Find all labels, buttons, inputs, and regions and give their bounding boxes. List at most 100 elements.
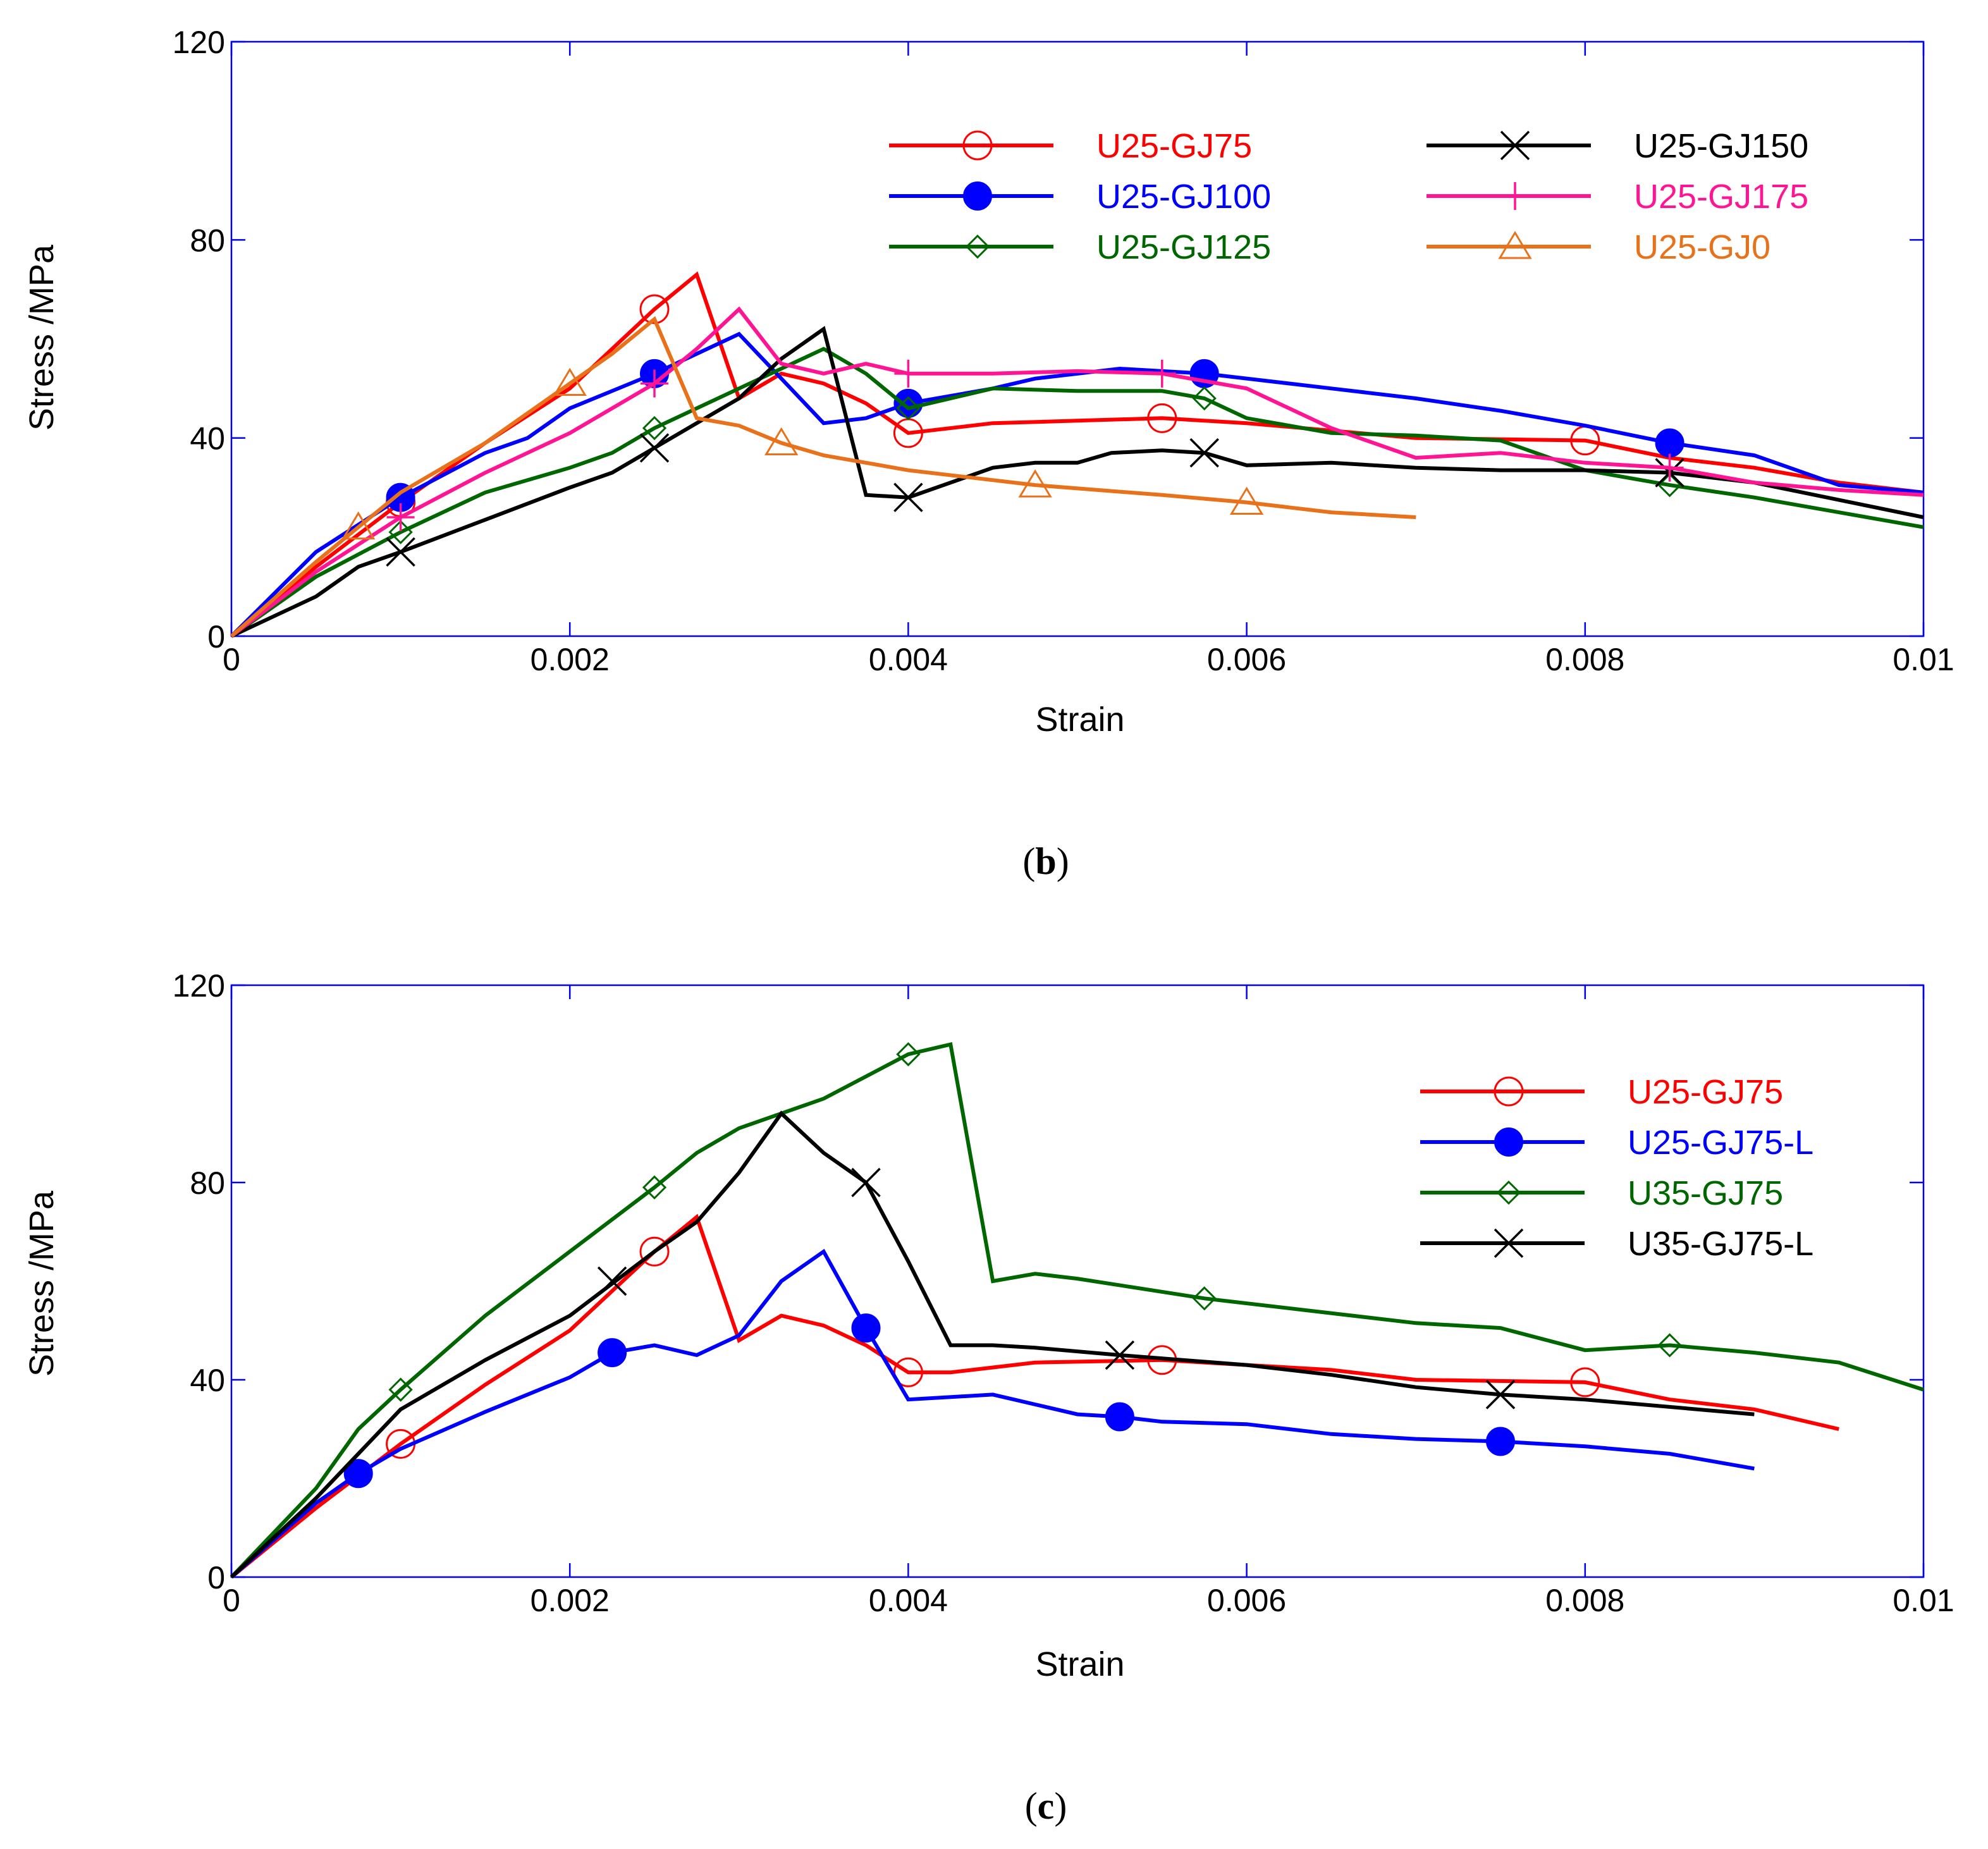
y-tick-label: 80 xyxy=(190,1165,225,1201)
data-point-u25-gj75-l xyxy=(1486,1427,1515,1456)
data-point-u25-gj75 xyxy=(1147,403,1177,433)
legend-marker-u25-gj150 xyxy=(1500,130,1530,161)
data-point-u25-gj75-l xyxy=(598,1338,627,1368)
data-point-u25-gj125 xyxy=(1657,472,1682,498)
legend-marker-u25-gj75-l xyxy=(1494,1127,1523,1157)
x-tick-label: 0.006 xyxy=(1207,1583,1286,1618)
series-line-u25-gj175 xyxy=(230,306,1924,638)
data-point-u25-gj0 xyxy=(1018,469,1052,498)
panel-label: (b) xyxy=(1022,840,1069,882)
data-point-u25-gj125 xyxy=(642,415,667,441)
x-tick-label: 0 xyxy=(223,1583,240,1618)
series-line-u25-gj0 xyxy=(230,316,1416,638)
data-point-u35-gj75 xyxy=(1192,1286,1217,1311)
data-point-u25-gj100 xyxy=(893,388,923,418)
data-point-u35-gj75 xyxy=(896,1042,921,1067)
legend-label-u35-gj75: U35-GJ75 xyxy=(1628,1174,1783,1212)
y-axis-title: Stress /MPa xyxy=(23,1190,61,1377)
x-axis-title: Strain xyxy=(1035,701,1124,739)
data-point-u25-gj175 xyxy=(1148,359,1176,388)
data-point-u25-gj0 xyxy=(553,367,587,396)
data-point-u35-gj75 xyxy=(642,1175,667,1200)
data-point-u35-gj75-l xyxy=(851,1167,881,1198)
legend: U25-GJ75 U25-GJ100 U25-GJ125 U25-GJ150 U25-G… xyxy=(889,127,1808,266)
x-tick-label: 0 xyxy=(223,642,240,677)
x-tick-label: 0.004 xyxy=(869,642,948,677)
chart-panel-b: Stress /MPa Strain 0 0.002 0.004 0.006 0.008… xyxy=(23,25,1954,882)
y-tick-label: 120 xyxy=(173,968,225,1004)
series-line-u25-gj150 xyxy=(230,326,1924,638)
panel-label: (c) xyxy=(1025,1785,1067,1827)
data-point-u25-gj0 xyxy=(764,427,799,455)
data-point-u35-gj75-l xyxy=(1105,1340,1135,1370)
y-tick-label: 80 xyxy=(190,223,225,258)
legend-label-u25-gj100: U25-GJ100 xyxy=(1096,178,1271,216)
legend-label-u25-gj150: U25-GJ150 xyxy=(1634,127,1808,165)
y-tick-label: 0 xyxy=(207,619,225,654)
series-line-u25-gj100 xyxy=(230,331,1924,638)
data-point-u25-gj75-l xyxy=(851,1313,881,1343)
data-point-u25-gj175 xyxy=(894,359,923,388)
plot-area: 0 0.002 0.004 0.006 0.008 0.01 0 40 80 120 xyxy=(173,25,1954,677)
data-point-u25-gj100 xyxy=(1655,428,1684,458)
data-point-u25-gj0 xyxy=(341,511,376,540)
series-line-u35-gj75-l xyxy=(230,1110,1755,1579)
x-tick-label: 0.008 xyxy=(1545,1583,1624,1618)
data-point-u25-gj125 xyxy=(388,520,413,544)
data-point-u25-gj150 xyxy=(893,482,923,512)
legend-marker-u25-gj175 xyxy=(1501,182,1529,210)
panel-letter: b xyxy=(1035,840,1056,882)
legend-marker-u25-gj75 xyxy=(1494,1076,1524,1107)
legend-label-u25-gj125: U25-GJ125 xyxy=(1096,228,1271,266)
legend-label-u25-gj0: U25-GJ0 xyxy=(1634,228,1770,266)
x-tick-label: 0.002 xyxy=(531,1583,610,1618)
data-point-u25-gj125 xyxy=(896,396,921,421)
x-tick-label: 0.006 xyxy=(1207,642,1286,677)
series-line-u25-gj75-l xyxy=(230,1248,1755,1579)
legend-label-u25-gj75: U25-GJ75 xyxy=(1628,1073,1783,1111)
data-point-u25-gj75 xyxy=(1570,1367,1600,1398)
series-line-u35-gj75 xyxy=(230,1041,1924,1579)
panel-letter: c xyxy=(1038,1785,1055,1827)
legend-marker-u35-gj75-l xyxy=(1494,1228,1524,1258)
data-point-u25-gj150 xyxy=(386,537,415,567)
data-point-u25-gj125 xyxy=(1192,386,1217,411)
x-tick-label: 0.002 xyxy=(531,642,610,677)
x-axis-title: Strain xyxy=(1035,1645,1124,1683)
y-tick-label: 120 xyxy=(173,25,225,60)
y-axis-title: Stress /MPa xyxy=(23,244,61,431)
legend-marker-u25-gj0 xyxy=(1498,231,1532,259)
legend: U25-GJ75 U25-GJ75-L U35-GJ75 U35-GJ75-L xyxy=(1420,1073,1813,1263)
data-point-u25-gj150 xyxy=(639,433,670,463)
x-tick-label: 0.01 xyxy=(1893,642,1954,677)
y-tick-label: 40 xyxy=(190,421,225,457)
series-line-u25-gj75 xyxy=(230,271,1924,638)
x-tick-label: 0.008 xyxy=(1545,642,1624,677)
data-point-u25-gj175 xyxy=(386,503,415,531)
legend-label-u25-gj75: U25-GJ75 xyxy=(1096,127,1252,165)
legend-marker-u25-gj75 xyxy=(962,130,993,161)
data-point-u35-gj75 xyxy=(388,1377,413,1402)
data-point-u25-gj150 xyxy=(1189,438,1219,468)
y-tick-label: 40 xyxy=(190,1363,225,1398)
x-tick-label: 0.004 xyxy=(869,1583,948,1618)
legend-label-u25-gj175: U25-GJ175 xyxy=(1634,178,1808,216)
legend-marker-u25-gj125 xyxy=(965,234,990,259)
data-point-u25-gj0 xyxy=(1229,486,1264,515)
series-line-u25-gj75 xyxy=(230,1213,1839,1579)
legend-label-u25-gj75-l: U25-GJ75-L xyxy=(1628,1124,1813,1162)
data-point-u35-gj75-l xyxy=(1485,1380,1516,1410)
plot-frame xyxy=(230,40,1925,637)
data-point-u35-gj75-l xyxy=(597,1266,627,1296)
data-point-u35-gj75 xyxy=(1657,1333,1682,1358)
x-tick-label: 0.01 xyxy=(1893,1583,1954,1618)
data-point-u25-gj175 xyxy=(1655,453,1684,482)
data-point-u25-gj75-l xyxy=(1105,1402,1134,1432)
data-point-u25-gj75-l xyxy=(343,1459,373,1489)
legend-label-u35-gj75-l: U35-GJ75-L xyxy=(1628,1225,1813,1263)
series-line-u25-gj125 xyxy=(230,347,1924,638)
data-point-u25-gj75 xyxy=(639,1236,670,1267)
plot-area: 0 0.002 0.004 0.006 0.008 0.01 0 40 80 120 xyxy=(173,968,1954,1618)
legend-marker-u25-gj100 xyxy=(963,181,992,211)
legend-marker-u35-gj75 xyxy=(1496,1180,1521,1205)
